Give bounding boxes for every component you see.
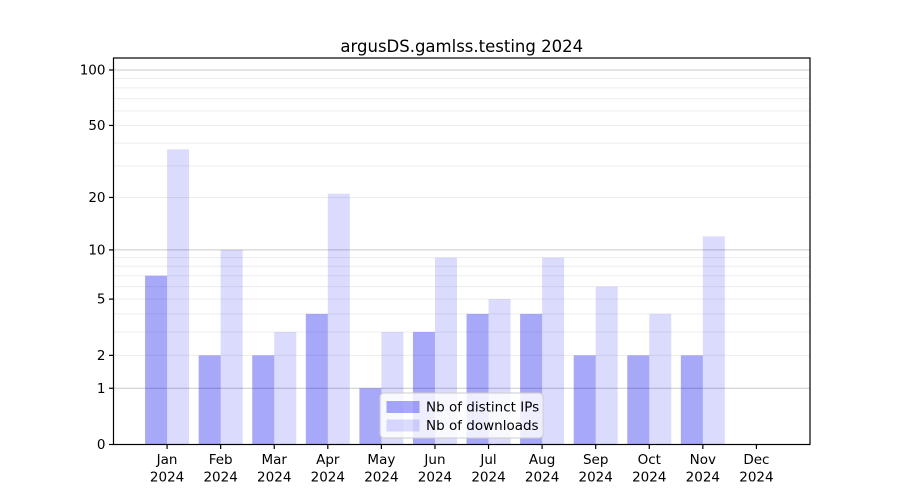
x-tick-label-month-nov: Nov xyxy=(690,452,716,468)
x-tick-label-year-jul: 2024 xyxy=(471,470,505,486)
x-tick-label-year-mar: 2024 xyxy=(257,470,291,486)
legend-box xyxy=(379,392,544,439)
x-tick-label-year-dec: 2024 xyxy=(739,470,773,486)
x-tick-label-month-jun: Jun xyxy=(423,452,445,468)
y-tick-label-20: 20 xyxy=(88,190,105,206)
x-tick-label-month-may: May xyxy=(367,452,395,468)
y-axis-ticks: 0 1 2 5 10 20 50 100 xyxy=(80,63,114,453)
y-tick-label-2: 2 xyxy=(97,348,106,364)
x-tick-label-year-jan: 2024 xyxy=(150,470,184,486)
bar-distinct-ips-sep xyxy=(573,355,596,445)
x-tick-label-month-apr: Apr xyxy=(316,452,340,468)
bar-downloads-feb xyxy=(220,249,243,445)
gridlines-minor xyxy=(113,77,810,356)
bar-distinct-ips-jan xyxy=(145,275,168,445)
x-tick-label-month-jul: Jul xyxy=(479,452,496,468)
x-axis-ticks: Jan 2024 Feb 2024 Mar 2024 Apr 2024 May 2024 Jun 20… xyxy=(150,444,774,486)
bar-distinct-ips-apr xyxy=(305,313,328,445)
bar-downloads-jan xyxy=(167,149,190,445)
x-tick-label-year-apr: 2024 xyxy=(311,470,345,486)
bar-downloads-apr xyxy=(327,193,350,445)
y-tick-label-0: 0 xyxy=(97,437,106,453)
bar-downloads-oct xyxy=(649,313,672,445)
bar-downloads-aug xyxy=(542,257,565,445)
x-tick-label-month-mar: Mar xyxy=(261,452,287,468)
x-tick-label-year-aug: 2024 xyxy=(525,470,559,486)
legend-swatch-downloads xyxy=(386,419,420,432)
bar-distinct-ips-mar xyxy=(252,355,275,445)
legend: Nb of distinct IPs Nb of downloads xyxy=(379,392,544,439)
y-tick-label-100: 100 xyxy=(80,63,106,79)
x-tick-label-month-dec: Dec xyxy=(743,452,769,468)
chart-title: argusDS.gamlss.testing 2024 xyxy=(340,37,583,56)
bar-distinct-ips-may xyxy=(359,388,382,445)
bar-downloads-nov xyxy=(702,236,725,445)
plot-frame xyxy=(112,57,811,446)
legend-swatch-distinct-ips xyxy=(386,401,420,413)
x-tick-label-year-jun: 2024 xyxy=(418,470,452,486)
x-tick-label-month-aug: Aug xyxy=(529,452,555,468)
x-tick-label-year-oct: 2024 xyxy=(632,470,666,486)
y-tick-label-50: 50 xyxy=(88,118,105,134)
x-tick-label-month-sep: Sep xyxy=(583,452,608,468)
y-tick-label-1: 1 xyxy=(97,381,106,397)
y-tick-label-10: 10 xyxy=(88,242,105,258)
x-tick-label-month-jan: Jan xyxy=(156,452,178,468)
x-tick-label-year-feb: 2024 xyxy=(203,470,237,486)
x-tick-label-year-nov: 2024 xyxy=(686,470,720,486)
x-tick-label-year-sep: 2024 xyxy=(579,470,613,486)
bar-downloads-sep xyxy=(595,286,618,445)
bar-distinct-ips-feb xyxy=(198,355,221,445)
x-tick-label-month-oct: Oct xyxy=(638,452,661,468)
y-tick-label-5: 5 xyxy=(97,292,106,308)
bar-distinct-ips-nov xyxy=(680,355,703,445)
bar-downloads-mar xyxy=(274,332,297,445)
legend-label-downloads: Nb of downloads xyxy=(426,418,539,434)
gridlines-major xyxy=(113,69,810,389)
bar-distinct-ips-oct xyxy=(627,355,650,445)
x-tick-label-month-feb: Feb xyxy=(209,452,233,468)
legend-label-distinct-ips: Nb of distinct IPs xyxy=(426,400,539,416)
x-tick-label-year-may: 2024 xyxy=(364,470,398,486)
